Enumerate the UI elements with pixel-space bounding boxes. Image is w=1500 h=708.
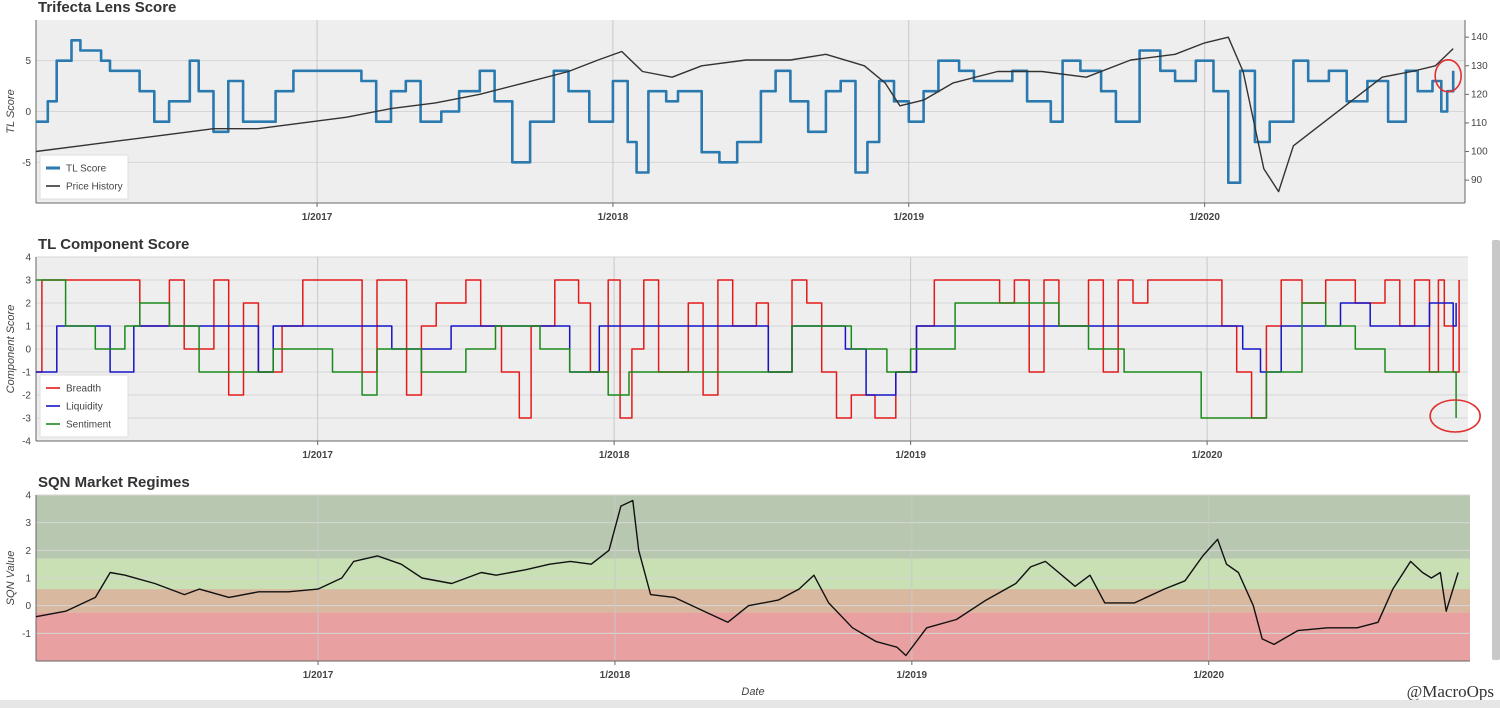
y2-tick-label: 90 xyxy=(1471,175,1483,186)
x-tick-label: 1/2019 xyxy=(895,450,926,461)
x-tick-label: 1/2017 xyxy=(302,450,333,461)
y-tick-label: 0 xyxy=(25,345,31,356)
legend-entry: TL Score xyxy=(66,164,107,175)
y-tick-label: -3 xyxy=(22,414,31,425)
panel1-title: Trifecta Lens Score xyxy=(38,0,177,16)
annotation-circle xyxy=(1434,59,1462,93)
series-line-sentiment xyxy=(36,279,1457,419)
y-axis-label: Component Score xyxy=(5,305,17,394)
regime-band-3 xyxy=(36,558,1470,590)
y-tick-label: -4 xyxy=(22,437,31,448)
x-tick-label: 1/2020 xyxy=(1192,450,1223,461)
y-tick-label: -5 xyxy=(22,158,31,169)
y-tick-label: 0 xyxy=(25,107,31,118)
x-tick-label: 1/2018 xyxy=(598,212,629,223)
y-tick-label: 3 xyxy=(25,276,31,287)
legend-entry: Price History xyxy=(66,182,123,193)
legend-entry: Sentiment xyxy=(66,420,111,431)
x-tick-label: 1/2019 xyxy=(897,670,928,681)
y-tick-label: 5 xyxy=(25,56,31,67)
regime-band-1 xyxy=(36,612,1470,661)
x-tick-label: 1/2018 xyxy=(599,450,630,461)
y-tick-label: 1 xyxy=(25,574,31,585)
y2-tick-label: 130 xyxy=(1471,61,1488,72)
y-axis-label: SQN Value xyxy=(5,551,17,606)
regime-band-4 xyxy=(36,495,1470,559)
y-tick-label: 0 xyxy=(25,601,31,612)
panel2-title: TL Component Score xyxy=(38,236,190,253)
y2-tick-label: 140 xyxy=(1471,32,1488,43)
series-line-price-history xyxy=(35,36,1454,193)
y-tick-label: -1 xyxy=(22,629,31,640)
legend-box xyxy=(39,154,129,200)
x-tick-label: 1/2020 xyxy=(1189,212,1220,223)
x-tick-label: 1/2017 xyxy=(302,212,333,223)
y-tick-label: -2 xyxy=(22,391,31,402)
x-tick-label: 1/2017 xyxy=(303,670,334,681)
series-line-tl-score xyxy=(36,39,1455,184)
y-tick-label: 2 xyxy=(25,546,31,557)
horizontal-scrollbar[interactable] xyxy=(0,700,1500,708)
y2-tick-label: 120 xyxy=(1471,89,1488,100)
y2-tick-label: 110 xyxy=(1471,118,1487,129)
y-tick-label: -1 xyxy=(22,368,31,379)
watermark: @MacroOps xyxy=(1406,682,1494,701)
regime-band-2 xyxy=(36,589,1470,613)
annotation-circle xyxy=(1429,399,1481,433)
y-tick-label: 4 xyxy=(25,253,31,264)
x-axis-label: Date xyxy=(741,686,764,698)
y-tick-label: 3 xyxy=(25,518,31,529)
y-tick-label: 1 xyxy=(25,322,31,333)
y-axis-label: TL Score xyxy=(5,89,17,133)
x-tick-label: 1/2019 xyxy=(893,212,924,223)
y-tick-label: 4 xyxy=(25,491,31,502)
panel3-title: SQN Market Regimes xyxy=(38,474,190,491)
scrollbar[interactable] xyxy=(1492,240,1500,660)
legend-entry: Liquidity xyxy=(66,402,103,413)
y-tick-label: 2 xyxy=(25,299,31,310)
x-tick-label: 1/2020 xyxy=(1193,670,1224,681)
series-line-sqn xyxy=(35,499,1459,657)
legend-entry: Breadth xyxy=(66,384,101,395)
y2-tick-label: 100 xyxy=(1471,147,1488,158)
x-tick-label: 1/2018 xyxy=(600,670,631,681)
